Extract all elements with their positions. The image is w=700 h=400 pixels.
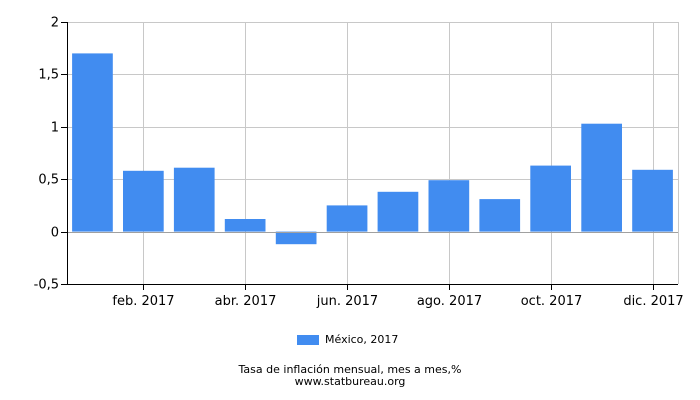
bar	[173, 167, 215, 232]
bars	[72, 53, 673, 245]
x-tick-label: jun. 2017	[316, 294, 378, 309]
y-tick-label: 0	[51, 226, 59, 241]
bar	[275, 231, 317, 245]
bar	[428, 180, 470, 232]
y-tick-label: 0,5	[38, 173, 59, 188]
x-tick-label: abr. 2017	[215, 294, 277, 309]
legend-label: México, 2017	[325, 333, 399, 346]
y-tick-label: 2	[51, 16, 59, 31]
bar	[123, 170, 164, 232]
bar	[326, 205, 368, 232]
x-tick-label: oct. 2017	[521, 294, 583, 309]
x-tick-label: feb. 2017	[112, 294, 174, 309]
bar	[377, 191, 419, 232]
x-tick-label: dic. 2017	[623, 294, 683, 309]
x-tick-label: ago. 2017	[417, 294, 482, 309]
bar	[632, 169, 673, 232]
y-tick-label: -0,5	[34, 278, 59, 293]
y-tick-label: 1	[51, 121, 59, 136]
bar	[581, 123, 622, 232]
bar	[224, 219, 266, 232]
bar	[479, 199, 521, 232]
bar	[72, 53, 113, 232]
y-tick-label: 1,5	[38, 68, 59, 83]
x-tick-labels: feb. 2017 abr. 2017 jun. 2017 ago. 2017 oct.…	[112, 294, 683, 309]
chart-caption: Tasa de inflación mensual, mes a mes,%	[238, 363, 462, 376]
axes	[61, 22, 678, 290]
legend-swatch	[297, 334, 319, 345]
y-tick-labels: 2 1,5 1 0,5 0 -0,5	[34, 16, 59, 293]
bar	[530, 165, 571, 232]
source-url: www.statbureau.org	[294, 375, 406, 388]
legend: México, 2017	[297, 333, 398, 346]
